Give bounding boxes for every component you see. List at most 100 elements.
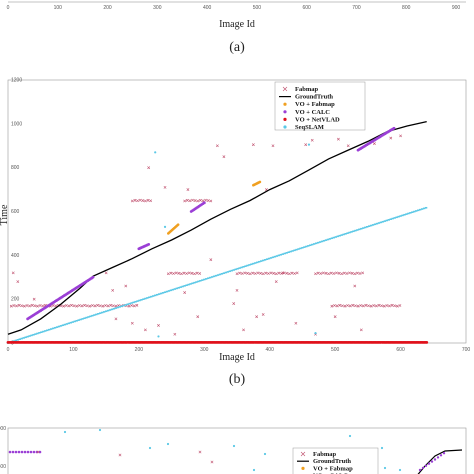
fabmap-point [274, 272, 278, 276]
fabmap-point [206, 199, 210, 202]
seqslam-point [79, 318, 82, 321]
fabmap-point [172, 272, 175, 275]
fabmap-point [372, 304, 376, 307]
fabmap-point [354, 304, 357, 308]
seqslam-point [207, 277, 210, 280]
seqslam-point [279, 253, 283, 256]
fabmap-point [330, 304, 334, 308]
fabmap-point [186, 188, 190, 191]
fabmap-point [319, 272, 323, 275]
seqslam-point [289, 250, 292, 253]
seqslam-point [401, 214, 404, 217]
fabmap-point [193, 199, 197, 202]
fabmap-point [388, 304, 391, 308]
fabmap-point [185, 198, 189, 202]
legend-swatch-vo_netvlad [283, 117, 287, 121]
seqslam-point [18, 338, 21, 340]
seqslam-point [36, 332, 39, 335]
seqslam-point [238, 267, 241, 269]
bottom-seqslam-point [166, 442, 170, 446]
fabmap-point [136, 199, 139, 203]
seqslam-point [254, 262, 257, 264]
fabmap-point [294, 321, 298, 325]
chart-marks [6, 120, 429, 344]
seqslam-point [387, 219, 390, 221]
fabmap-point [346, 304, 349, 307]
seqslam-point [379, 221, 383, 224]
seqslam-point [242, 266, 245, 268]
seqslam-point [299, 247, 302, 250]
fabmap-point [321, 271, 325, 275]
fabmap-point [385, 304, 389, 307]
seqslam-point [261, 259, 265, 262]
fabmap-point [351, 303, 355, 307]
fabmap-point [130, 199, 134, 203]
seqslam-point [214, 274, 218, 277]
seqslam-point [381, 220, 385, 223]
bottom-vo-calc-point [430, 460, 434, 463]
fabmap-point [361, 271, 365, 275]
seqslam-point [424, 206, 428, 209]
seqslam-point [93, 314, 96, 316]
bottom-legend-label: Fabmap [313, 451, 337, 458]
bottom-legend-label: VO + CALC [313, 473, 348, 474]
seqslam-point [212, 275, 216, 278]
top-fragment: 0 100 200 300 400 500 600 700 800 900 Image Id (a… [7, 1, 466, 55]
fabmap-point [261, 313, 265, 316]
seqslam-point [273, 255, 277, 258]
bottom-vo-calc-point [11, 450, 15, 454]
seqslam-point [409, 212, 412, 214]
fabmap-point [324, 271, 328, 275]
legend-label: Fabmap [295, 86, 319, 93]
fabmap-point [222, 155, 226, 159]
seqslam-point [326, 238, 330, 241]
seqslam-point [295, 248, 298, 251]
seqslam-point [358, 228, 361, 231]
fabmap-point [353, 284, 357, 288]
seqslam-point [171, 288, 175, 291]
seqslam-point [126, 303, 129, 306]
seqslam-point [130, 302, 133, 304]
fabmap-point [358, 272, 362, 275]
bottom-vo-calc-point [29, 450, 33, 454]
fabmap-point [51, 304, 55, 307]
fabmap-point [185, 272, 189, 275]
seqslam-point [42, 330, 45, 333]
seqslam-point [77, 319, 80, 321]
seqslam-point [24, 336, 27, 339]
fabmap-point [30, 303, 34, 307]
fabmap-point [266, 272, 270, 275]
seqslam-point [26, 335, 29, 338]
fabmap-point [17, 303, 21, 307]
seqslam-point [232, 269, 235, 271]
vo-calc-point [202, 201, 206, 205]
seqslam-point [281, 253, 284, 255]
seqslam-point [87, 316, 90, 318]
seqslam-point [277, 254, 281, 257]
legend-label: VO + Fabmap [295, 101, 335, 108]
fabmap-point [169, 271, 173, 275]
fabmap-point [350, 271, 354, 275]
fabmap-point [106, 304, 110, 308]
fabmap-point [310, 138, 314, 142]
seqslam-point [104, 310, 108, 313]
seqslam-point [275, 255, 279, 257]
fabmap-point [235, 288, 239, 292]
fabmap-point [348, 304, 352, 308]
fabmap-point [380, 304, 384, 308]
legend-label: VO + CALC [295, 109, 330, 116]
vo-fabmap-point [176, 223, 180, 226]
seqslam-point [197, 280, 200, 283]
fabmap-point [269, 271, 273, 275]
fabmap-point [329, 271, 333, 275]
top-x-tick-label: 700 [352, 5, 361, 11]
legend-swatch-fabmap [282, 86, 288, 92]
seqslam-point [293, 249, 296, 252]
seqslam-point [195, 281, 198, 283]
seqslam-point [155, 293, 159, 296]
bottom-y-tick-3000: 3000 [0, 426, 6, 432]
fabmap-point [147, 166, 151, 170]
seqslam-point [346, 232, 349, 234]
seqslam-point [157, 335, 160, 338]
fabmap-point [251, 271, 255, 275]
